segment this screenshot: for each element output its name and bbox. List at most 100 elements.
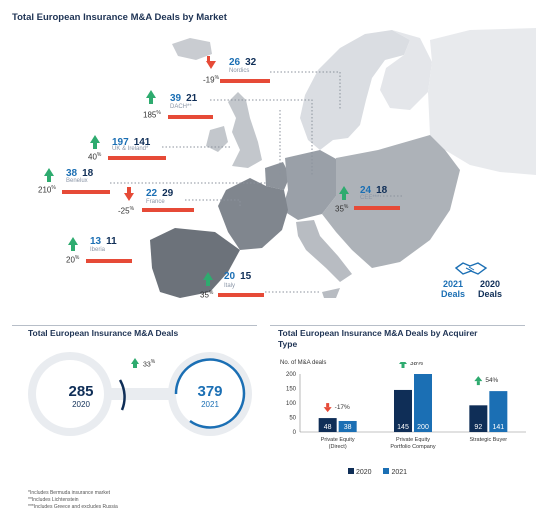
dach-up-arrow-icon: [146, 90, 156, 98]
italy-label: Italy: [224, 283, 236, 289]
change-up-arrow-icon: [474, 376, 483, 382]
uk-label: UK & Ireland*: [112, 146, 149, 152]
nordics-arrow-stem: [207, 56, 210, 62]
chart-divider: [270, 325, 525, 326]
cee-change: 35%: [335, 204, 349, 214]
ring-2020-inner: [36, 360, 104, 428]
legend-label-2021: 2021: [391, 469, 408, 476]
dach-change: 185%: [143, 110, 161, 120]
dach-deals: 39 21: [170, 93, 198, 104]
bar-value-label: 145: [397, 424, 409, 431]
handshake-icon: [454, 262, 488, 275]
benelux-arrow-stem: [47, 175, 51, 182]
europe-map: [110, 28, 536, 298]
bar-value-label: 92: [474, 424, 482, 431]
italy-bar: [218, 293, 264, 297]
change-arrow-stem: [476, 381, 480, 386]
total-up-arrow-icon: [131, 358, 139, 364]
uk-up-arrow-icon: [90, 135, 100, 143]
france-arrow-stem: [127, 187, 131, 194]
chart-ylabel: No. of M&A deals: [280, 360, 327, 366]
category-label: Portfolio Company: [390, 444, 435, 450]
italy-change: 35%: [200, 290, 214, 300]
bar-value-label: 48: [324, 424, 332, 431]
legend-label-2020: 2020: [355, 469, 372, 476]
france-bar: [142, 208, 194, 212]
iberia-deals: 13 11: [90, 236, 117, 247]
benelux-up-arrow-icon: [44, 168, 54, 176]
france-deals: 22 29: [146, 188, 174, 199]
legend-2021: 2021 Deals: [441, 279, 466, 299]
france-change: -25%: [118, 206, 135, 216]
nordics-deals: 26 32: [229, 57, 257, 68]
footnotes: *Includes Bermuda insurance market **Inc…: [28, 490, 118, 511]
map-section-title: Total European Insurance M&A Deals by Ma…: [12, 12, 227, 23]
chart-title: Total European Insurance M&A Deals by Ac…: [278, 328, 478, 349]
legend-swatch-2021: [383, 468, 390, 474]
ring-connector: [100, 388, 180, 400]
chart-legend: 2020 2021: [348, 468, 407, 476]
category-label: (Direct): [329, 444, 347, 450]
italy-arrow-stem: [206, 279, 210, 286]
cee-label: CEE***: [360, 195, 380, 201]
bar-2021-1: [414, 374, 432, 432]
ring-2021-inner: [176, 360, 244, 428]
map-finland: [380, 30, 432, 110]
footnote-2: **Includes Lichtenstein: [28, 497, 79, 503]
cee-arrow-stem: [342, 193, 346, 200]
map-dach: [282, 150, 338, 220]
total-change: 33%: [143, 359, 156, 369]
nordics-change: -19%: [203, 75, 220, 85]
italy-up-arrow-icon: [203, 272, 213, 280]
iberia-arrow-stem: [71, 244, 75, 251]
change-arrow-stem: [326, 403, 330, 408]
total-2020: 285 2020: [68, 383, 94, 410]
uk-change: 40%: [88, 152, 102, 162]
uk-bar: [108, 156, 166, 160]
total-rings: [28, 352, 252, 436]
map-ireland: [206, 126, 228, 152]
bar-2020-1: [394, 389, 412, 432]
france-down-arrow-icon: [124, 193, 134, 201]
y-tick-label: 200: [286, 372, 297, 378]
category-label: Private Equity: [396, 437, 430, 443]
y-tick-label: 150: [286, 387, 297, 393]
cee-deals: 24 18: [360, 185, 388, 196]
map-scandinavia: [300, 30, 410, 150]
footnote-3: ***Includes Greece and excludes Russia: [28, 504, 118, 510]
category-label: Private Equity: [321, 437, 355, 443]
benelux-deals: 38 18: [66, 168, 94, 179]
ring-2021-arc: [174, 358, 246, 429]
nordics-down-arrow-icon: [206, 61, 216, 69]
map-east: [428, 28, 536, 175]
total-divider: [12, 325, 257, 326]
bar-2021-0: [338, 420, 357, 432]
bar-2020-2: [469, 405, 488, 432]
iberia-bar: [86, 259, 132, 263]
map-iceland: [172, 38, 212, 60]
legend-swatch-2020: [348, 468, 354, 474]
change-label: 38%: [410, 362, 423, 367]
bar-value-label: 141: [492, 424, 504, 431]
uk-deals: 197 141: [112, 137, 151, 148]
y-tick-label: 50: [289, 416, 296, 422]
total-arrow-stem: [133, 363, 137, 368]
change-down-arrow-icon: [323, 407, 332, 413]
map-italy: [296, 220, 352, 282]
bar-value-label: 200: [417, 424, 429, 431]
cee-bar: [354, 206, 400, 210]
benelux-label: Benelux: [66, 178, 88, 184]
y-tick-label: 100: [286, 401, 297, 407]
total-section-title: Total European Insurance M&A Deals: [28, 328, 179, 338]
map-benelux: [265, 162, 290, 190]
bar-value-label: 38: [344, 424, 352, 431]
legend-2020: 2020 Deals: [478, 279, 503, 299]
change-arrow-stem: [401, 364, 405, 368]
footnote-1: *Includes Bermuda insurance market: [28, 490, 110, 496]
dach-bar: [168, 115, 213, 119]
category-label: Strategic Buyer: [470, 437, 508, 443]
change-up-arrow-icon: [399, 362, 407, 364]
y-tick-label: 0: [293, 430, 297, 436]
map-france: [218, 178, 288, 250]
